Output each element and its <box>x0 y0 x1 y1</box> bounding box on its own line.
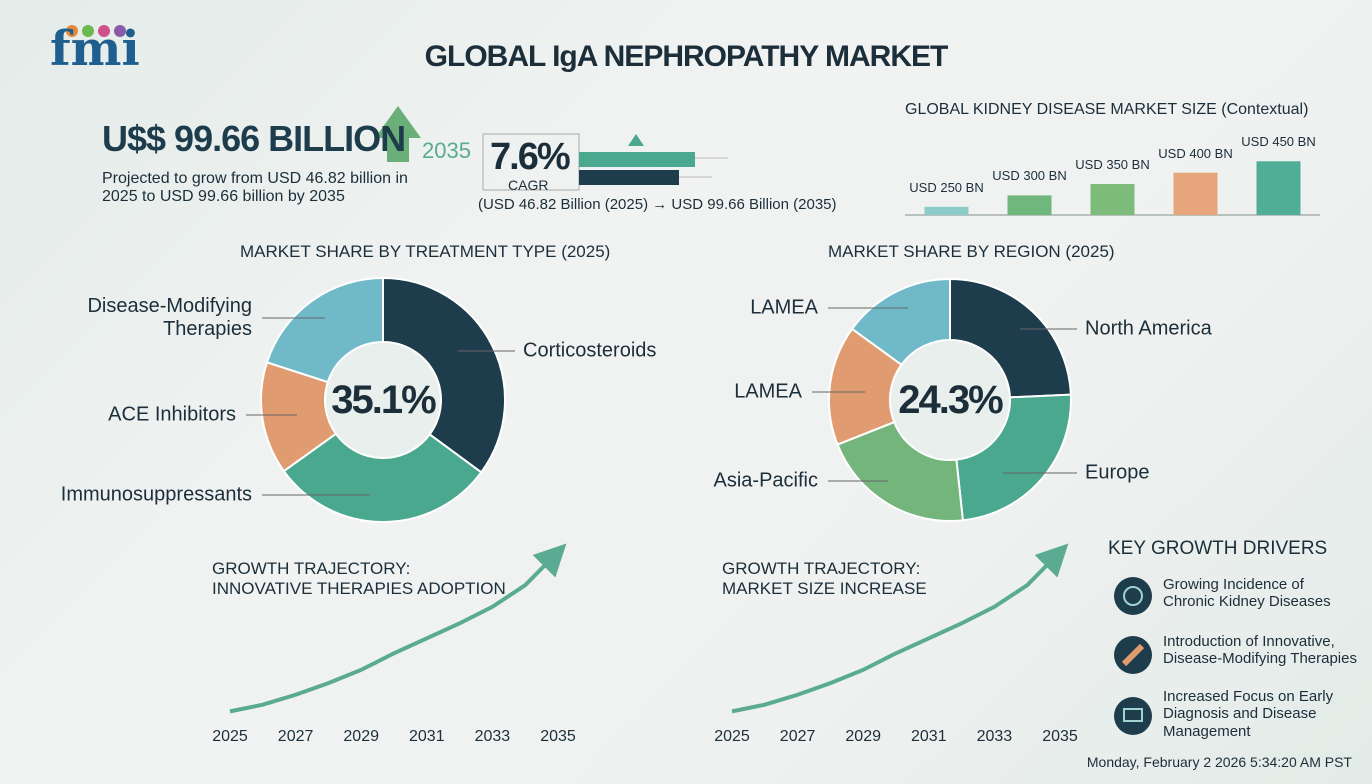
value-label: USD 300 BN <box>992 168 1067 184</box>
category-label: LAMEA <box>734 380 802 403</box>
bar <box>924 206 969 215</box>
category-label: Europe <box>1085 461 1150 484</box>
cagr-note: (USD 46.82 Billion (2025) → USD 99.66 Bi… <box>478 196 837 213</box>
footer-date: Monday, February 2 2026 5:34:20 AM PST <box>1086 754 1352 770</box>
driver: Increased Focus on Early Diagnosis and D… <box>1163 688 1334 740</box>
driver-icon <box>1114 697 1152 735</box>
x-tick-label: 2035 <box>1042 728 1078 745</box>
driver-icon-glyph <box>1121 643 1145 667</box>
x-tick-label: 2031 <box>409 728 445 745</box>
x-tick-label: 2033 <box>474 728 511 745</box>
cagr-label: CAGR <box>508 177 549 193</box>
driver-icon-glyph <box>1123 586 1143 606</box>
donut-segment <box>265 276 384 384</box>
x-tick-label: 2033 <box>976 728 1013 745</box>
donut-hole <box>326 343 440 457</box>
bar <box>1256 161 1301 215</box>
cagr-arrow <box>628 134 644 146</box>
logo-dot <box>114 25 126 37</box>
donut-segment <box>850 277 951 367</box>
value-label: USD 350 BN <box>1075 157 1150 173</box>
center-label: 35.1% <box>331 378 436 422</box>
page-title: GLOBAL IgA NEPHROPATHY MARKET <box>424 40 949 73</box>
driver: Introduction of Innovative, Disease-Modi… <box>1163 633 1357 668</box>
category-label: LAMEA <box>750 296 818 319</box>
trend-line <box>229 543 567 714</box>
category-label: ACE Inhibitors <box>108 403 236 426</box>
x-tick-label: 2025 <box>212 728 248 745</box>
donut-hole <box>891 341 1009 459</box>
chart-title: GLOBAL KIDNEY DISEASE MARKET SIZE (Conte… <box>905 101 1309 118</box>
donut-segment <box>382 276 506 474</box>
logo-dot <box>98 25 110 37</box>
center-label: 24.3% <box>898 378 1003 422</box>
trend-line <box>731 543 1069 714</box>
x-tick-label: 2035 <box>540 728 576 745</box>
x-tick-label: 2027 <box>779 728 816 745</box>
category-label: Disease-Modifying Therapies <box>87 295 252 340</box>
x-tick-label: 2031 <box>911 728 947 745</box>
value-label: USD 450 BN <box>1241 134 1316 150</box>
driver-icon <box>1114 577 1152 615</box>
cagr-bar <box>579 152 695 167</box>
x-tick-label: 2027 <box>277 728 314 745</box>
bar <box>1173 172 1218 215</box>
value-label: USD 400 BN <box>1158 145 1233 161</box>
donut-segment <box>949 277 1072 399</box>
x-tick-label: 2029 <box>845 728 881 745</box>
category-label: Corticosteroids <box>523 339 657 362</box>
category-label: Immunosuppressants <box>60 483 252 506</box>
chart-title: GROWTH TRAJECTORY: INNOVATIVE THERAPIES … <box>212 559 506 598</box>
headline: U$$ 99.66 BILLION <box>102 118 406 159</box>
driver-icon-glyph <box>1123 708 1143 722</box>
up-arrow <box>375 106 421 162</box>
driver: Growing Incidence of Chronic Kidney Dise… <box>1163 576 1331 611</box>
bar <box>1090 184 1135 215</box>
bar <box>1007 195 1052 215</box>
cagr-value: 7.6% <box>490 136 571 178</box>
logo: fmi <box>50 21 140 77</box>
logo-dot <box>82 25 94 37</box>
donut-segment <box>282 432 483 523</box>
x-tick-label: 2029 <box>343 728 379 745</box>
value-label: USD 250 BN <box>909 179 984 195</box>
chart-title: GROWTH TRAJECTORY: MARKET SIZE INCREASE <box>722 559 927 598</box>
x-tick-label: 2025 <box>714 728 750 745</box>
description: Projected to grow from USD 46.82 billion… <box>102 170 408 206</box>
category-label: North America <box>1085 317 1212 340</box>
cagr-bar <box>579 170 679 185</box>
donut-segment <box>836 420 965 522</box>
chart-title: MARKET SHARE BY TREATMENT TYPE (2025) <box>240 242 611 261</box>
logo-dot <box>66 25 78 37</box>
category-label: Asia-Pacific <box>713 469 818 492</box>
drivers-title: KEY GROWTH DRIVERS <box>1108 538 1328 559</box>
headline-year: 2035 <box>422 138 471 163</box>
chart-title: MARKET SHARE BY REGION (2025) <box>828 242 1115 261</box>
donut-segment <box>955 393 1072 522</box>
